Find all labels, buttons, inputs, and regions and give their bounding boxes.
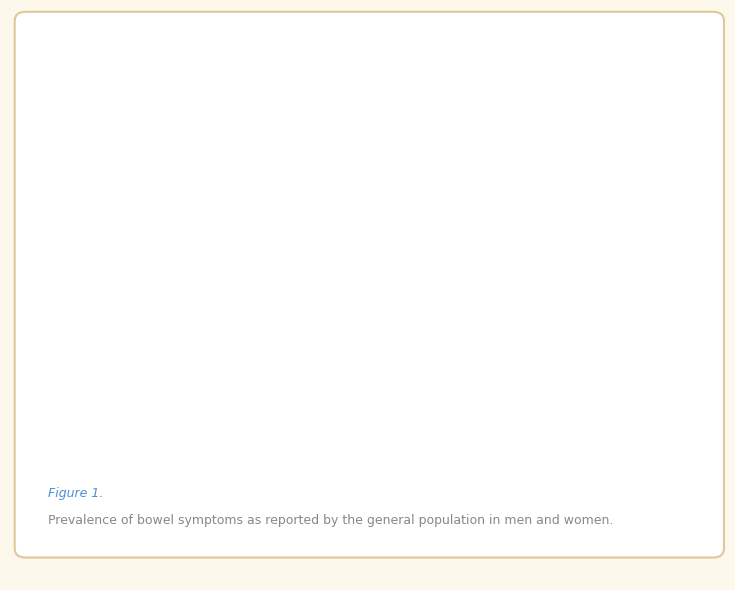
Bar bbox=[531, 313, 553, 413]
Bar bbox=[553, 286, 574, 413]
Bar bbox=[162, 187, 183, 413]
Bar bbox=[223, 191, 245, 413]
Bar bbox=[183, 156, 204, 413]
Bar bbox=[306, 190, 328, 413]
Bar bbox=[346, 297, 368, 413]
Bar bbox=[470, 306, 491, 413]
Bar bbox=[121, 93, 143, 413]
Bar bbox=[368, 190, 390, 413]
Bar bbox=[676, 244, 698, 413]
Bar bbox=[408, 331, 429, 413]
Y-axis label: Population prevalence (%): Population prevalence (%) bbox=[41, 160, 54, 315]
Bar bbox=[100, 220, 121, 413]
Bar bbox=[284, 297, 306, 413]
Text: Figure 1.: Figure 1. bbox=[48, 487, 103, 500]
Bar bbox=[654, 89, 676, 413]
Text: ♂: ♂ bbox=[675, 24, 700, 53]
Bar bbox=[429, 191, 451, 413]
Bar bbox=[614, 301, 636, 413]
Bar bbox=[245, 159, 266, 413]
Bar bbox=[491, 265, 513, 413]
Legend: Male, Female: Male, Female bbox=[320, 22, 440, 45]
Bar bbox=[593, 345, 614, 413]
Text: Prevalence of bowel symptoms as reported by the general population in men and wo: Prevalence of bowel symptoms as reported… bbox=[48, 514, 613, 527]
